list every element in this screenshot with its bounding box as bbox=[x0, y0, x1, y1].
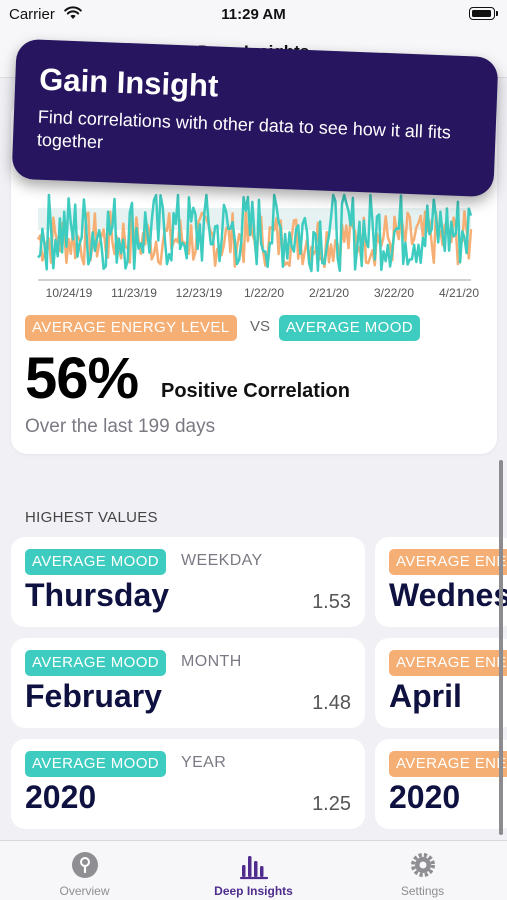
card-kind-label: WEEKDAY bbox=[181, 552, 263, 569]
mood-series-line bbox=[37, 193, 473, 273]
card-score: 1.53 bbox=[312, 591, 351, 613]
card-value: April bbox=[389, 678, 462, 714]
correlation-label: Positive Correlation bbox=[161, 380, 350, 402]
metric-a-tag[interactable]: AVERAGE ENERGY LEVEL bbox=[25, 315, 237, 341]
card-metric-tag: AVERAGE MOOD bbox=[25, 650, 167, 676]
scrollbar[interactable] bbox=[499, 460, 503, 835]
x-tick-label: 10/24/19 bbox=[45, 286, 93, 300]
highest-year-card[interactable]: AVERAGE MOOD YEAR 2020 1.25 bbox=[11, 739, 365, 829]
tab-overview[interactable]: Overview bbox=[0, 841, 169, 900]
card-value: Thursday bbox=[25, 577, 170, 613]
lightbulb-icon bbox=[72, 852, 98, 878]
energy-year-card[interactable]: AVERAGE ENE 2020 bbox=[375, 739, 507, 829]
tab-label: Overview bbox=[59, 884, 110, 898]
x-tick-label: 11/23/19 bbox=[111, 286, 157, 300]
card-metric-tag: AVERAGE ENE bbox=[389, 549, 507, 575]
tab-deep-insights[interactable]: Deep Insights bbox=[169, 841, 338, 900]
gain-insight-popup[interactable]: Gain Insight Find correlations with othe… bbox=[11, 38, 499, 198]
x-tick-label: 2/21/20 bbox=[308, 286, 350, 300]
card-kind-label: MONTH bbox=[181, 653, 242, 670]
correlation-percent: 56% bbox=[25, 346, 139, 411]
gear-icon bbox=[411, 853, 435, 877]
wifi-icon bbox=[64, 6, 82, 19]
tab-label: Deep Insights bbox=[214, 884, 293, 898]
correlation-period: Over the last 199 days bbox=[25, 416, 216, 437]
tab-settings[interactable]: Settings bbox=[338, 841, 507, 900]
highest-values-header: HIGHEST VALUES bbox=[25, 509, 158, 526]
card-metric-tag: AVERAGE ENE bbox=[389, 751, 507, 777]
energy-month-card[interactable]: AVERAGE ENE April bbox=[375, 638, 507, 728]
popup-title: Gain Insight bbox=[38, 61, 219, 104]
carrier-label: Carrier bbox=[9, 6, 55, 23]
vs-label: VS bbox=[250, 318, 271, 335]
card-metric-tag: AVERAGE ENE bbox=[389, 650, 507, 676]
clock: 11:29 AM bbox=[221, 6, 286, 23]
energy-weekday-card[interactable]: AVERAGE ENE Wednes bbox=[375, 537, 507, 627]
card-value: 2020 bbox=[25, 779, 97, 815]
x-tick-label: 1/22/20 bbox=[243, 286, 285, 300]
card-value: 2020 bbox=[389, 779, 461, 815]
chart-bars-icon bbox=[239, 856, 269, 880]
tab-label: Settings bbox=[400, 884, 445, 898]
highest-month-card[interactable]: AVERAGE MOOD MONTH February 1.48 bbox=[11, 638, 365, 728]
card-score: 1.25 bbox=[312, 793, 351, 815]
x-tick-label: 3/22/20 bbox=[373, 286, 415, 300]
card-metric-tag: AVERAGE MOOD bbox=[25, 751, 167, 777]
card-value: February bbox=[25, 678, 162, 714]
x-tick-label: 4/21/20 bbox=[438, 286, 480, 300]
correlation-chart bbox=[36, 193, 473, 281]
x-tick-label: 12/23/19 bbox=[175, 286, 223, 300]
card-score: 1.48 bbox=[312, 692, 351, 714]
popup-body: Find correlations with other data to see… bbox=[36, 106, 452, 153]
metric-b-tag[interactable]: AVERAGE MOOD bbox=[279, 315, 421, 341]
card-kind-label: YEAR bbox=[181, 754, 227, 771]
card-metric-tag: AVERAGE MOOD bbox=[25, 549, 167, 575]
chart-x-axis: 10/24/19 11/23/19 12/23/19 1/22/20 2/21/20 3/… bbox=[33, 286, 483, 302]
highest-weekday-card[interactable]: AVERAGE MOOD WEEKDAY Thursday 1.53 bbox=[11, 537, 365, 627]
card-value: Wednes bbox=[389, 577, 507, 613]
status-bar: Carrier 11:29 AM bbox=[0, 0, 507, 30]
tab-bar: Overview Deep Insights Settings bbox=[0, 840, 507, 900]
battery-icon bbox=[469, 7, 498, 20]
